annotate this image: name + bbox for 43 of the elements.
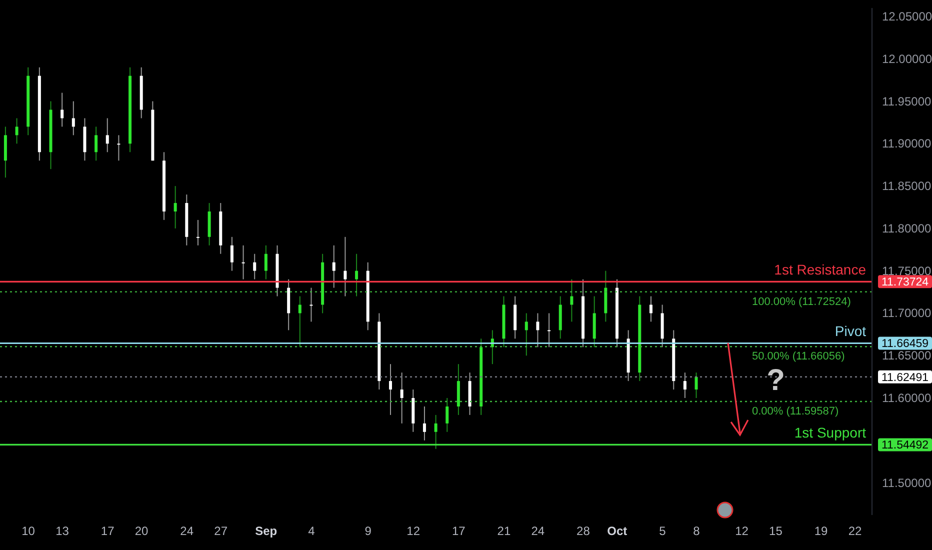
- x-tick-label: 17: [452, 524, 466, 538]
- x-tick-label: 21: [497, 524, 511, 538]
- y-tick-label: 11.70000: [882, 306, 932, 320]
- y-tick-label: 12.00000: [882, 52, 932, 66]
- x-tick-label: 27: [214, 524, 228, 538]
- y-tick-label: 11.75000: [882, 264, 932, 278]
- x-tick-label: 12: [406, 524, 420, 538]
- x-tick-label: Sep: [255, 524, 278, 538]
- y-tick-label: 11.73724: [881, 276, 930, 289]
- x-tick-label: 13: [56, 524, 70, 538]
- x-tick-label: 5: [659, 524, 666, 538]
- x-tick-label: 12: [735, 524, 749, 538]
- x-tick-label: 24: [531, 524, 545, 538]
- x-tick-label: 10: [22, 524, 36, 538]
- x-tick-label: 9: [364, 524, 372, 538]
- ref-line-label: 1st Resistance: [774, 262, 866, 278]
- x-tick-label: 4: [308, 524, 316, 538]
- y-tick-label: 11.54492: [881, 440, 929, 452]
- x-tick-label: 17: [100, 524, 115, 538]
- x-tick-label: 22: [848, 524, 862, 538]
- y-tick-label: 11.65000: [882, 348, 932, 363]
- x-tick-label: 8: [693, 524, 700, 538]
- x-tick-label: 20: [134, 524, 149, 538]
- x-tick-label: 28: [576, 524, 590, 538]
- y-tick-label: 11.66459: [881, 338, 929, 350]
- y-tick-label: 11.95000: [882, 94, 932, 108]
- y-tick-label: 11.50000: [882, 476, 932, 490]
- x-tick-label: 19: [814, 524, 828, 538]
- ref-line-label: 1st Support: [794, 424, 866, 441]
- ref-line-label: 50.00% (11.66056): [752, 350, 845, 363]
- y-tick-label: 12.05000: [882, 9, 932, 24]
- x-tick-label: 24: [180, 524, 194, 538]
- y-tick-label: 11.62491: [881, 372, 929, 384]
- y-tick-label: 11.60000: [882, 391, 932, 405]
- y-tick-label: 11.80000: [882, 221, 932, 236]
- ref-line-label: 100.00% (11.72524): [752, 296, 851, 308]
- ref-line-label: 0.00% (11.59587): [752, 406, 839, 418]
- y-tick-label: 11.90000: [882, 136, 932, 151]
- ref-line-label: Pivot: [834, 323, 866, 340]
- x-tick-label: 15: [769, 524, 783, 538]
- y-tick-label: 11.85000: [882, 179, 932, 194]
- annotation: ?: [766, 363, 786, 400]
- x-tick-label: Oct: [607, 524, 628, 538]
